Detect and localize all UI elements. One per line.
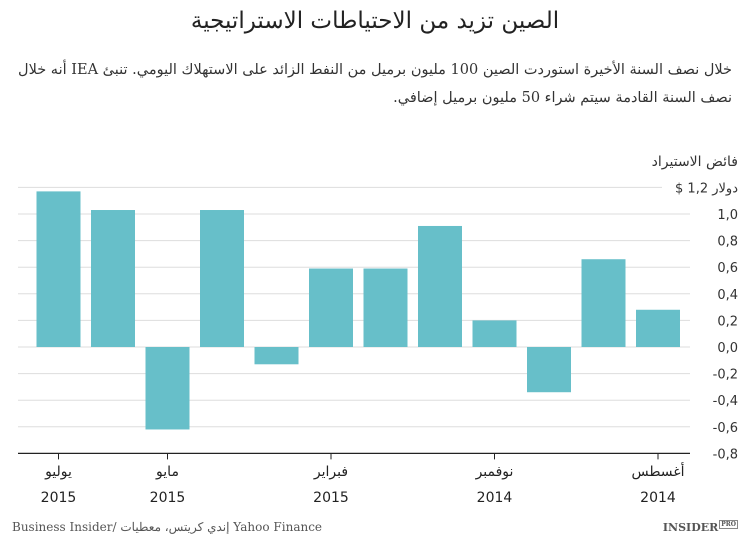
x-tick-year: 2014: [640, 490, 676, 506]
x-tick-year: 2014: [477, 490, 513, 506]
y-tick-label: 0,6: [717, 261, 738, 276]
y-tick-label: -0,4: [713, 394, 738, 409]
bar-2015-04: [200, 210, 244, 347]
x-tick-year: 2015: [41, 490, 77, 506]
y-tick-label: -0,8: [713, 447, 738, 462]
bar-2015-03: [254, 347, 299, 365]
y-tick-label: 0,2: [717, 314, 738, 329]
chart-subtitle: خلال نصف السنة الأخيرة استوردت الصين 100…: [18, 62, 732, 106]
bar-2015-06: [91, 210, 135, 347]
bar-2014-10: [527, 347, 571, 393]
bar-2014-11: [472, 320, 517, 347]
chart-title: الصين تزيد من الاحتياطات الاستراتيجية: [190, 8, 560, 34]
x-tick-month: مايو: [155, 464, 179, 480]
bar-2014-08: [636, 309, 680, 347]
x-tick-month: فبراير: [313, 464, 348, 480]
bar-2015-05: [145, 347, 190, 430]
bar-2015-01: [363, 268, 408, 347]
y-tick-label: -0,6: [713, 421, 738, 436]
y-axis-label: فائض الاستيراد: [652, 154, 738, 170]
insider-pro-logo: INSIDER PRO: [662, 520, 738, 534]
bar-2014-12: [418, 225, 462, 347]
source-note: Business Insider/ إندي كريتس، معطيات Yah…: [12, 520, 323, 534]
x-tick-year: 2015: [313, 490, 349, 506]
y-tick-label: 1,0: [717, 208, 738, 223]
x-tick-month: نوفمبر: [475, 464, 514, 480]
y-tick-label: 0,4: [717, 288, 738, 303]
x-tick-month: أغسطس: [631, 462, 684, 480]
x-tick-month: يوليو: [44, 464, 72, 480]
y-tick-label: 0,0: [717, 341, 738, 356]
bar-2014-09: [581, 259, 626, 347]
bar-2015-07: [36, 191, 81, 347]
y-tick-label: $ 1,2 دولار: [675, 181, 738, 196]
y-tick-label: -0,2: [713, 368, 738, 383]
x-tick-year: 2015: [150, 490, 186, 506]
y-tick-label: 0,8: [717, 235, 738, 250]
bar-2015-02: [309, 268, 353, 347]
